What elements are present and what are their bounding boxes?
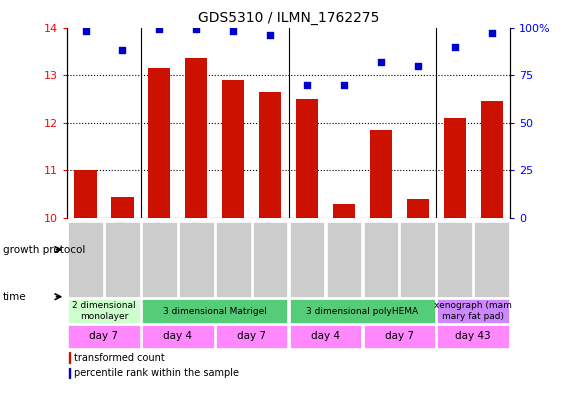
Bar — [105, 222, 140, 298]
Bar — [326, 222, 361, 298]
Bar — [296, 99, 318, 218]
Bar — [370, 130, 392, 218]
Text: 3 dimensional polyHEMA: 3 dimensional polyHEMA — [307, 307, 419, 316]
Text: day 7: day 7 — [237, 332, 266, 342]
Text: xenograph (mam
mary fat pad): xenograph (mam mary fat pad) — [434, 301, 512, 321]
Point — [303, 82, 312, 88]
Point — [487, 30, 496, 37]
Bar — [333, 204, 355, 218]
Text: 3 dimensional Matrigel: 3 dimensional Matrigel — [163, 307, 266, 316]
Point — [154, 26, 164, 33]
Point — [229, 28, 238, 35]
Bar — [222, 80, 244, 218]
Text: day 7: day 7 — [385, 332, 414, 342]
Point — [81, 28, 90, 35]
Bar — [68, 325, 140, 348]
Text: growth protocol: growth protocol — [3, 244, 85, 255]
Bar — [444, 118, 466, 218]
Text: time: time — [3, 292, 27, 302]
Point — [265, 32, 275, 38]
Bar — [68, 299, 140, 323]
Bar — [142, 325, 213, 348]
Bar — [179, 222, 213, 298]
Text: 2 dimensional
monolayer: 2 dimensional monolayer — [72, 301, 136, 321]
Text: day 4: day 4 — [311, 332, 340, 342]
Point — [118, 47, 127, 53]
Bar — [437, 325, 509, 348]
Title: GDS5310 / ILMN_1762275: GDS5310 / ILMN_1762275 — [198, 11, 380, 25]
Bar — [142, 299, 287, 323]
Point — [450, 44, 459, 50]
Text: day 43: day 43 — [455, 332, 491, 342]
Bar — [259, 92, 281, 218]
Bar — [185, 59, 208, 218]
Point — [192, 26, 201, 33]
Text: day 4: day 4 — [163, 332, 192, 342]
Bar — [401, 222, 435, 298]
Bar — [437, 299, 509, 323]
Point — [413, 62, 423, 69]
Bar — [253, 222, 287, 298]
Bar — [364, 222, 398, 298]
Bar — [69, 353, 71, 363]
Bar — [148, 68, 170, 218]
Bar — [75, 171, 97, 218]
Bar — [475, 222, 509, 298]
Text: percentile rank within the sample: percentile rank within the sample — [73, 368, 238, 378]
Text: transformed count: transformed count — [73, 353, 164, 362]
Bar — [480, 101, 503, 218]
Point — [376, 59, 385, 65]
Bar — [111, 196, 134, 218]
Bar — [290, 299, 435, 323]
Bar — [437, 222, 472, 298]
Bar — [142, 222, 177, 298]
Bar — [216, 222, 251, 298]
Bar — [216, 325, 287, 348]
Bar — [290, 325, 361, 348]
Bar — [407, 199, 429, 218]
Bar — [290, 222, 324, 298]
Bar — [364, 325, 435, 348]
Bar — [69, 367, 71, 378]
Point — [339, 82, 349, 88]
Bar — [68, 222, 103, 298]
Text: day 7: day 7 — [89, 332, 118, 342]
